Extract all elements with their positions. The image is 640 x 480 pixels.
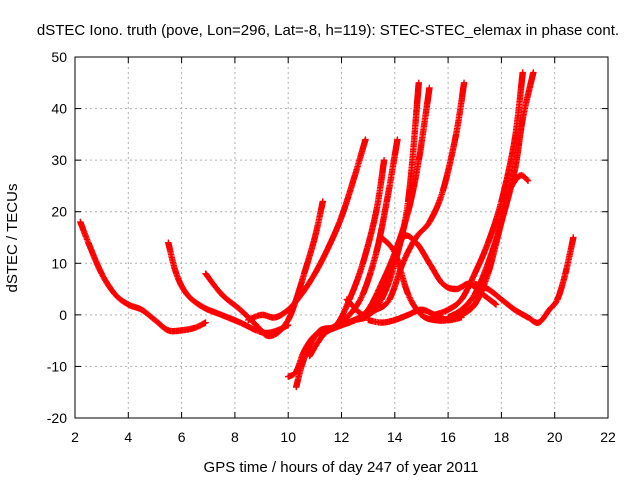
series-markers	[245, 136, 369, 324]
x-tick-label: 10	[280, 429, 296, 445]
y-tick-label: 10	[51, 255, 67, 271]
plot-marks	[77, 69, 577, 391]
x-tick-label: 16	[440, 429, 456, 445]
y-tick-label: 30	[51, 152, 67, 168]
y-axis-label: dSTEC / TECUs	[4, 184, 21, 293]
x-axis-label: GPS time / hours of day 247 of year 2011	[204, 459, 479, 476]
y-tick-label: 50	[51, 49, 67, 65]
y-tick-label: 20	[51, 204, 67, 220]
chart-title: dSTEC Iono. truth (pove, Lon=296, Lat=-8…	[37, 22, 619, 39]
x-tick-label: 22	[600, 429, 616, 445]
series-arc7	[306, 136, 401, 360]
series-arc14	[431, 69, 526, 319]
series-arc10	[343, 79, 468, 319]
x-tick-label: 14	[387, 429, 403, 445]
series-markers	[306, 136, 401, 360]
x-tick-label: 6	[178, 429, 186, 445]
x-tick-label: 4	[124, 429, 132, 445]
series-arc17	[471, 234, 577, 326]
y-tick-label: -10	[47, 358, 67, 374]
axis-ticks: 2 4 6 8 10 12 14 16 18 20 22 -20 -10 0 10 20 30 40 50	[47, 49, 616, 445]
x-tick-label: 2	[71, 429, 79, 445]
series-arc2	[165, 239, 292, 337]
x-tick-label: 18	[494, 429, 510, 445]
x-tick-label: 12	[334, 429, 350, 445]
series-markers	[343, 79, 468, 319]
y-tick-label: -20	[47, 410, 67, 426]
y-tick-label: 40	[51, 101, 67, 117]
x-tick-label: 20	[547, 429, 563, 445]
series-markers	[365, 306, 465, 326]
grid	[75, 57, 608, 418]
series-arc1	[77, 218, 209, 335]
series-arc13	[365, 306, 465, 326]
series-markers	[471, 234, 577, 326]
series-arc4	[245, 136, 369, 324]
y-tick-label: 0	[59, 307, 67, 323]
series-markers	[77, 218, 209, 335]
series-markers	[431, 69, 526, 319]
x-tick-label: 8	[231, 429, 239, 445]
series-markers	[165, 239, 292, 337]
